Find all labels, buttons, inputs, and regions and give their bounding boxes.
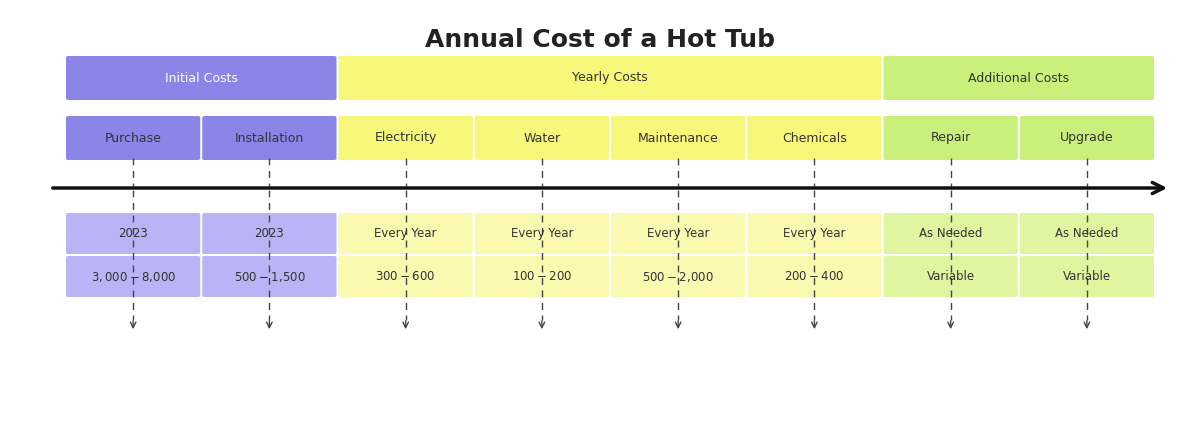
FancyArrowPatch shape [53, 182, 1163, 194]
Text: $100 - $200: $100 - $200 [511, 270, 572, 283]
Text: Maintenance: Maintenance [637, 132, 719, 145]
Text: Upgrade: Upgrade [1060, 132, 1114, 145]
FancyBboxPatch shape [748, 116, 882, 160]
Text: As Needed: As Needed [1055, 227, 1118, 240]
Text: Variable: Variable [926, 270, 974, 283]
FancyBboxPatch shape [203, 256, 336, 297]
FancyBboxPatch shape [1020, 256, 1154, 297]
FancyBboxPatch shape [1020, 116, 1154, 160]
Text: 2023: 2023 [119, 227, 148, 240]
FancyBboxPatch shape [66, 256, 200, 297]
Text: Annual Cost of a Hot Tub: Annual Cost of a Hot Tub [425, 28, 775, 52]
FancyBboxPatch shape [611, 213, 745, 254]
Text: $500 - $1,500: $500 - $1,500 [234, 270, 305, 284]
Text: Repair: Repair [930, 132, 971, 145]
Text: Water: Water [523, 132, 560, 145]
Text: Every Year: Every Year [374, 227, 437, 240]
FancyBboxPatch shape [203, 213, 336, 254]
FancyBboxPatch shape [475, 213, 610, 254]
Text: $500 - $2,000: $500 - $2,000 [642, 270, 714, 284]
FancyBboxPatch shape [748, 213, 882, 254]
FancyBboxPatch shape [338, 213, 473, 254]
Text: Every Year: Every Year [511, 227, 574, 240]
FancyBboxPatch shape [611, 256, 745, 297]
FancyBboxPatch shape [66, 213, 200, 254]
FancyBboxPatch shape [1020, 213, 1154, 254]
FancyBboxPatch shape [203, 116, 336, 160]
Text: Chemicals: Chemicals [782, 132, 847, 145]
Text: Additional Costs: Additional Costs [968, 72, 1069, 84]
Text: 2023: 2023 [254, 227, 284, 240]
FancyBboxPatch shape [883, 56, 1154, 100]
FancyBboxPatch shape [883, 213, 1018, 254]
Text: Variable: Variable [1063, 270, 1111, 283]
Text: Purchase: Purchase [104, 132, 162, 145]
FancyBboxPatch shape [338, 256, 473, 297]
FancyBboxPatch shape [66, 56, 336, 100]
Text: As Needed: As Needed [919, 227, 983, 240]
Text: $200 - $400: $200 - $400 [784, 270, 845, 283]
FancyBboxPatch shape [338, 116, 473, 160]
FancyBboxPatch shape [475, 116, 610, 160]
Text: $3,000 - $8,000: $3,000 - $8,000 [90, 270, 175, 284]
Text: Every Year: Every Year [647, 227, 709, 240]
Text: Initial Costs: Initial Costs [164, 72, 238, 84]
Text: Yearly Costs: Yearly Costs [572, 72, 648, 84]
Text: Electricity: Electricity [374, 132, 437, 145]
FancyBboxPatch shape [611, 116, 745, 160]
FancyBboxPatch shape [883, 116, 1018, 160]
Text: Installation: Installation [235, 132, 304, 145]
Text: $300 - $600: $300 - $600 [376, 270, 436, 283]
FancyBboxPatch shape [883, 256, 1018, 297]
FancyBboxPatch shape [338, 56, 882, 100]
FancyBboxPatch shape [66, 116, 200, 160]
Text: Every Year: Every Year [784, 227, 846, 240]
FancyBboxPatch shape [475, 256, 610, 297]
FancyBboxPatch shape [748, 256, 882, 297]
